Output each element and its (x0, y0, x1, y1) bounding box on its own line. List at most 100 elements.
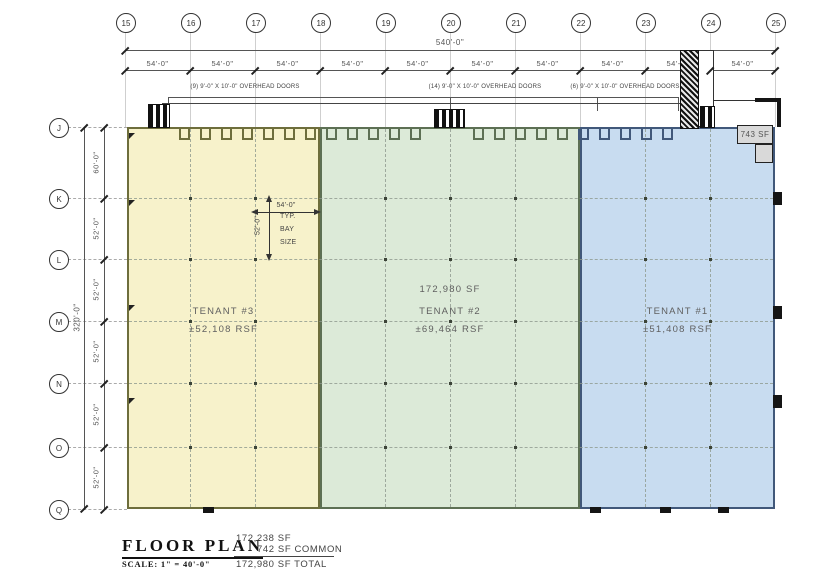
leader-drop (678, 97, 679, 111)
summary-divider (234, 556, 334, 557)
grid-column-extension (320, 31, 321, 127)
arrowhead-right (314, 209, 321, 215)
door-swing-mark (129, 398, 135, 404)
grid-row-bubble: N (49, 374, 69, 394)
grid-row-extension (68, 383, 127, 384)
overhead-door-notch (347, 129, 358, 140)
column-dot (448, 381, 452, 385)
summary-total-sf: 172,980 SF TOTAL (236, 559, 327, 570)
grid-row-bubble: O (49, 438, 69, 458)
column-dot (188, 381, 192, 385)
bay-width-label: 54'-0" (666, 59, 689, 68)
grid-row-extension (68, 509, 127, 510)
column-dot (383, 319, 387, 323)
column-dot (383, 445, 387, 449)
bay-width-label: 54'-0" (601, 59, 624, 68)
overhead-doors-label-2: (14) 9'-0" X 10'-0" OVERHEAD DOORS (428, 84, 542, 90)
entry-symbol-right (700, 106, 715, 128)
overhead-door-notch (515, 129, 526, 140)
drawing-title: FLOOR PLAN (122, 536, 263, 559)
column-dot (383, 196, 387, 200)
typ-bay-width-arrow (254, 212, 318, 213)
overhead-door-notch (200, 129, 211, 140)
column-dot (448, 196, 452, 200)
overhead-doors-leader-3 (597, 97, 678, 98)
overhead-doors-leader-2 (450, 97, 597, 98)
exit-door-mark (718, 507, 729, 513)
arrowhead-left (251, 209, 258, 215)
door-swing-mark (129, 200, 135, 206)
canopy-line-right (712, 100, 764, 101)
grid-column-extension (125, 31, 126, 127)
grid-column-bubble: 17 (246, 13, 266, 33)
side-door-mark (773, 306, 782, 319)
row-height-label: 52'-0" (91, 340, 101, 363)
summary-common-sf: 742 SF COMMON (257, 544, 343, 555)
exit-door-mark (660, 507, 671, 513)
typ-bay-height-arrow (269, 198, 270, 256)
column-dot (253, 196, 257, 200)
overhead-door-notch (578, 129, 589, 140)
overhead-door-notch (389, 129, 400, 140)
tenant-name-label: TENANT #2 (419, 306, 481, 317)
grid-row-extension (68, 447, 127, 448)
total-height-label: 320'-0" (72, 303, 82, 332)
canopy-line (162, 103, 680, 104)
bay-width-label: 54'-0" (731, 59, 754, 68)
tenant-name-label: TENANT #3 (192, 306, 255, 317)
column-dot (383, 257, 387, 261)
grid-column-extension (385, 31, 386, 127)
summary-building-sf: 172,238 SF (236, 533, 292, 544)
dim-line-rows (104, 127, 105, 509)
grid-column-extension (580, 31, 581, 127)
grid-row-bubble: L (49, 250, 69, 270)
drawing-scale: SCALE: 1" = 40'-0" (122, 559, 211, 569)
leader-drop (450, 97, 451, 111)
grid-column-bubble: 21 (506, 13, 526, 33)
side-door-mark (773, 395, 782, 408)
column-dot (643, 319, 647, 323)
grid-column-bubble: 23 (636, 13, 656, 33)
grid-column-bubble: 18 (311, 13, 331, 33)
grid-row-bubble: K (49, 189, 69, 209)
overhead-door-notch (410, 129, 421, 140)
grid-column-bubble: 22 (571, 13, 591, 33)
grid-row-bubble: J (49, 118, 69, 138)
common-room: 743 SF (737, 125, 773, 144)
grid-column-bubble: 24 (701, 13, 721, 33)
common-room-label: 743 SF (740, 130, 770, 139)
hatched-wall (680, 50, 699, 129)
column-dot (708, 319, 712, 323)
column-dot (708, 445, 712, 449)
tenant-area-label: ±52,108 RSF (188, 324, 259, 335)
overhead-door-notch (641, 129, 652, 140)
row-height-label: 60'-0" (91, 150, 101, 174)
column-dot (188, 196, 192, 200)
overhead-door-notch (620, 129, 631, 140)
column-dot (708, 196, 712, 200)
arrowhead-down (266, 254, 272, 261)
overhead-doors-label-3: (6) 9'-0" X 10'-0" OVERHEAD DOORS (570, 84, 680, 90)
total-width-label: 540'-0" (435, 38, 465, 47)
overhead-door-notch (326, 129, 337, 140)
bay-width-label: 54'-0" (341, 59, 364, 68)
column-dot (513, 257, 517, 261)
grid-column-extension (645, 31, 646, 127)
typ-bay-caption-1: TYP. (280, 213, 296, 220)
exit-door-mark (590, 507, 601, 513)
bay-width-label: 54'-0" (146, 59, 169, 68)
tenant-area-label: ±69,464 RSF (415, 324, 485, 335)
column-dot (643, 381, 647, 385)
column-dot (253, 319, 257, 323)
column-dot (253, 445, 257, 449)
bay-width-label: 54'-0" (406, 59, 429, 68)
overhead-door-notch (473, 129, 484, 140)
typ-bay-caption-2: BAY (280, 226, 295, 233)
column-dot (513, 196, 517, 200)
grid-row-extension (68, 198, 127, 199)
overhead-door-notch (179, 129, 190, 140)
overhead-doors-label-1: (9) 9'-0" X 10'-0" OVERHEAD DOORS (190, 84, 300, 90)
grid-column-bubble: 20 (441, 13, 461, 33)
column-dot (513, 445, 517, 449)
